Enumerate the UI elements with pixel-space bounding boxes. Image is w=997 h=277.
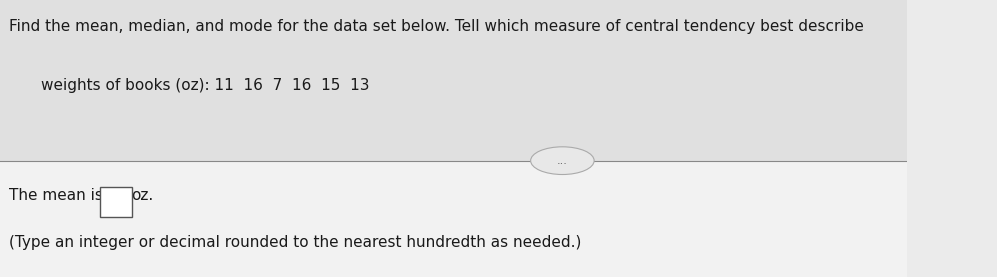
Text: weights of books (oz): 11  16  7  16  15  13: weights of books (oz): 11 16 7 16 15 13 (41, 78, 369, 93)
Text: ...: ... (557, 156, 568, 166)
FancyBboxPatch shape (100, 187, 132, 217)
Text: The mean is: The mean is (9, 188, 103, 203)
Text: (Type an integer or decimal rounded to the nearest hundredth as needed.): (Type an integer or decimal rounded to t… (9, 235, 581, 250)
Text: Find the mean, median, and mode for the data set below. Tell which measure of ce: Find the mean, median, and mode for the … (9, 19, 864, 34)
FancyBboxPatch shape (0, 161, 907, 277)
Text: oz.: oz. (132, 188, 154, 203)
FancyBboxPatch shape (0, 0, 907, 161)
Ellipse shape (530, 147, 594, 175)
